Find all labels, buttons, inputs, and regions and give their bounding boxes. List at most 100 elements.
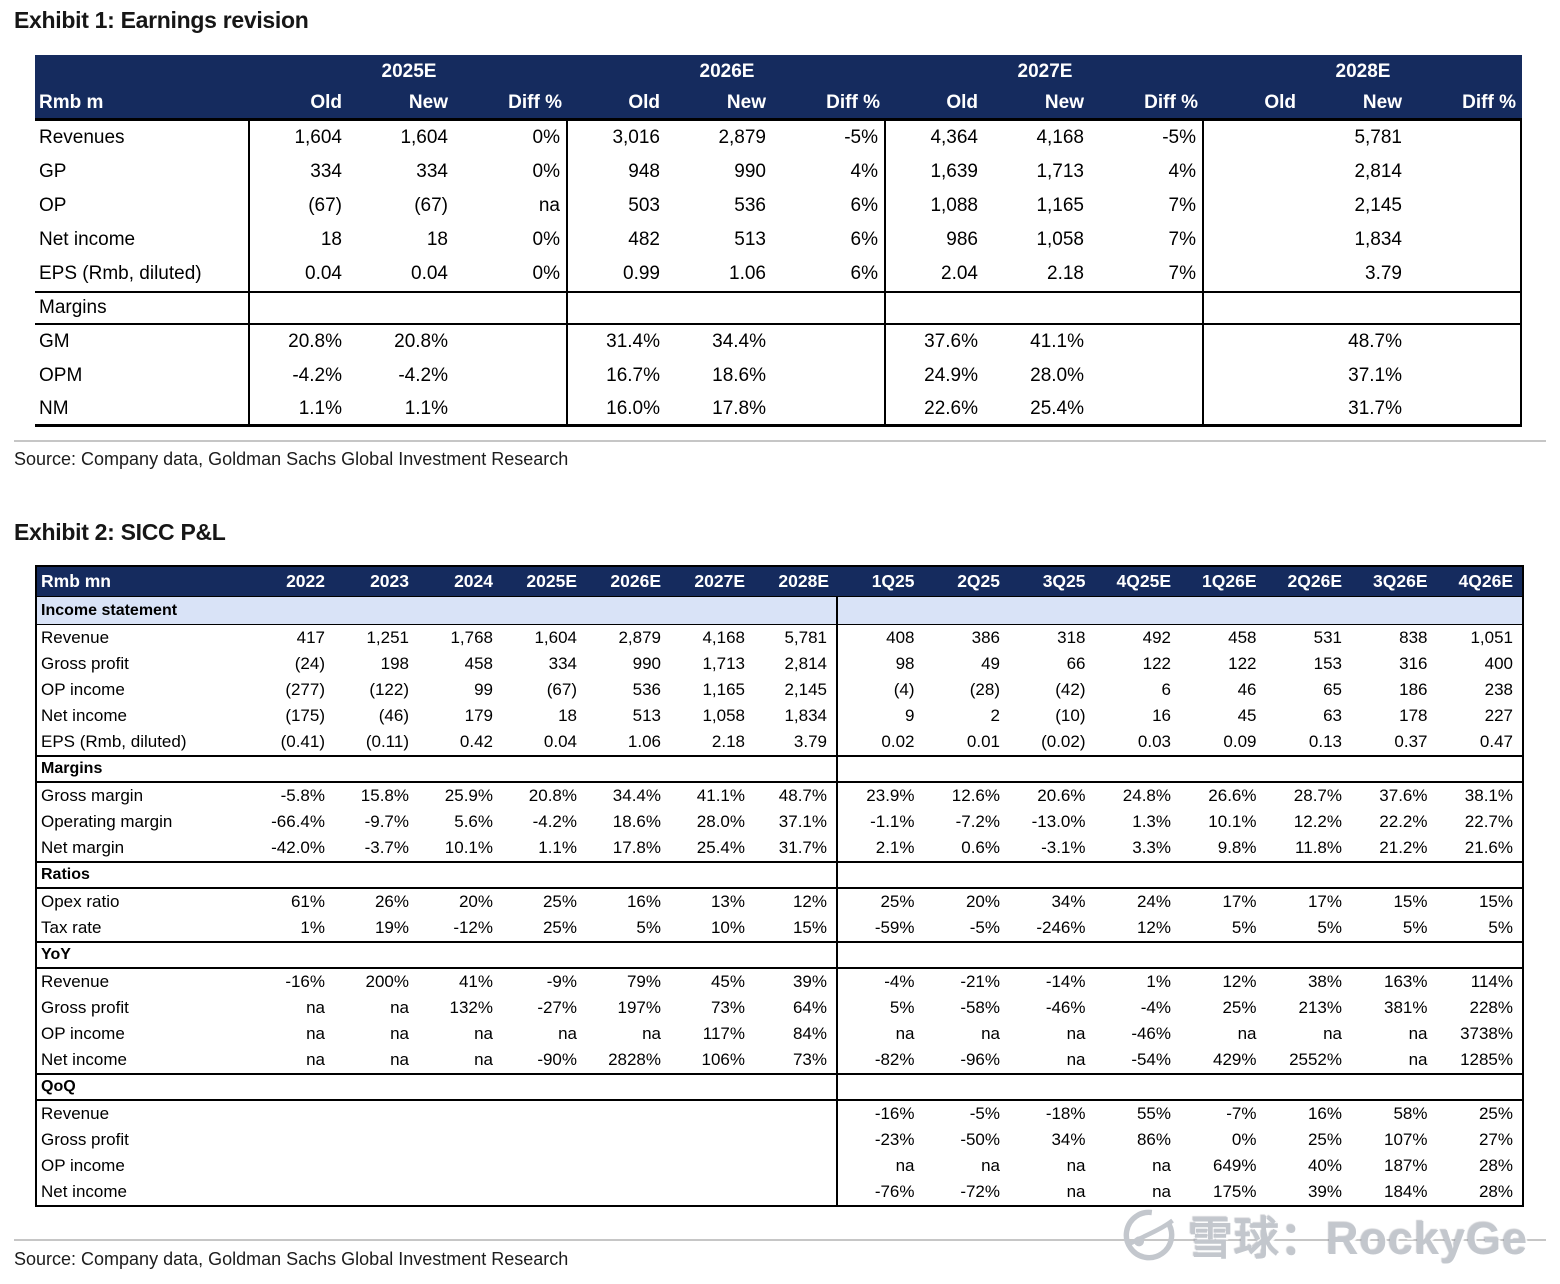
data-cell: 0% — [462, 155, 568, 189]
section-label: Ratios — [41, 866, 90, 883]
column-header: New — [1362, 92, 1402, 113]
data-cell: 5% — [1317, 918, 1342, 937]
data-cell: 1% — [1146, 972, 1171, 991]
table-row: NM 1.1% 1.1% 16.0% 17.8% 22.6% 25.4% 31.7% — [35, 393, 1522, 427]
data-cell: -5% — [969, 1104, 1000, 1123]
data-cell — [1437, 597, 1523, 624]
data-cell — [418, 863, 502, 887]
watermark-text: 雪球：RockyGe — [1188, 1213, 1529, 1264]
data-cell — [1204, 189, 1310, 223]
row-label: OPM — [35, 359, 250, 393]
table-row: Net income na na na -90% 2828% 106% 73% -82% -96%… — [37, 1047, 1522, 1073]
data-cell: 16% — [1307, 1104, 1342, 1123]
data-cell: 649% — [1213, 1156, 1257, 1175]
data-cell: 1.1% — [404, 397, 448, 419]
data-cell — [754, 1127, 838, 1153]
column-header: 3Q25 — [1042, 571, 1086, 591]
data-cell: 38% — [1307, 972, 1342, 991]
data-cell — [1416, 359, 1522, 393]
data-cell: 64% — [754, 995, 838, 1021]
data-cell: 10.1% — [1208, 812, 1257, 831]
data-cell — [1437, 1075, 1523, 1099]
data-cell: 334 — [416, 161, 448, 182]
data-cell — [334, 1179, 418, 1205]
data-cell: na — [1066, 1156, 1086, 1175]
data-cell: 153 — [1313, 654, 1342, 673]
exhibit1-title: Exhibit 1: Earnings revision — [14, 7, 309, 33]
data-cell: -46% — [1131, 1024, 1171, 1043]
data-cell: na — [474, 1024, 493, 1043]
data-cell: 25% — [1307, 1130, 1342, 1149]
data-cell: 213% — [1298, 998, 1342, 1017]
data-cell — [250, 1153, 334, 1179]
data-cell — [670, 1101, 754, 1127]
row-label: OP income — [41, 680, 125, 699]
data-cell: 0.99 — [623, 263, 660, 284]
data-cell: 948 — [628, 161, 660, 182]
data-cell: 19% — [374, 918, 409, 937]
data-cell: 25% — [542, 918, 577, 937]
data-cell: 1,604 — [534, 628, 577, 647]
data-cell — [1416, 189, 1522, 223]
data-cell — [670, 863, 754, 887]
data-cell: 0% — [462, 121, 568, 155]
data-cell — [754, 757, 838, 781]
data-cell: 400 — [1484, 654, 1513, 673]
data-cell: na — [1323, 1024, 1342, 1043]
data-cell — [462, 359, 568, 393]
data-cell: (10) — [1055, 706, 1086, 725]
data-cell — [1266, 863, 1352, 887]
column-header: 2Q25 — [957, 571, 1000, 591]
data-cell — [502, 943, 586, 967]
data-cell: 238 — [1484, 680, 1513, 699]
table-row: GM 20.8% 20.8% 31.4% 34.4% 37.6% 41.1% 48.7% — [35, 325, 1522, 359]
data-cell — [1416, 325, 1522, 359]
data-cell: -90% — [537, 1050, 577, 1069]
data-cell: 20% — [458, 892, 493, 911]
data-cell: 0.42 — [459, 732, 493, 751]
table2-header-row: Rmb mn 2022 2023 2024 2025E 2026E 2027E 2028E 1Q… — [37, 567, 1522, 597]
data-cell — [568, 293, 674, 323]
column-header: 2028E — [778, 571, 829, 591]
data-cell: 3,016 — [612, 127, 660, 148]
data-cell: 66 — [1066, 654, 1086, 673]
data-cell: 1,088 — [930, 195, 978, 216]
data-cell: -7.2% — [955, 812, 1000, 831]
data-cell — [754, 1179, 838, 1205]
row-label: Net income — [35, 223, 250, 257]
data-cell: 25.4% — [696, 838, 745, 857]
data-cell: 20.6% — [1037, 786, 1086, 805]
data-cell: 45 — [1237, 706, 1257, 725]
data-cell: -9.7% — [364, 812, 409, 831]
data-cell — [754, 943, 838, 967]
year-group-header: 2026E — [699, 60, 755, 82]
data-cell: 34% — [1051, 892, 1086, 911]
table1-sub-header-row: Rmb m Old New Diff % Old New Diff % Old New Diff … — [35, 88, 1522, 121]
data-cell: 0.02 — [881, 732, 915, 751]
column-header: Old — [310, 92, 342, 113]
column-header: 3Q26E — [1373, 571, 1428, 591]
data-cell — [1351, 943, 1437, 967]
data-cell: 12% — [1136, 918, 1171, 937]
column-header: 2026E — [610, 571, 661, 591]
data-cell: 163% — [1384, 972, 1428, 991]
data-cell: -46% — [1045, 998, 1086, 1017]
data-cell — [1416, 155, 1522, 189]
data-cell: 15% — [754, 915, 838, 941]
data-cell — [1351, 757, 1437, 781]
data-cell: 4,168 — [1036, 127, 1084, 148]
data-cell: 79% — [626, 972, 661, 991]
data-cell: 5% — [1402, 918, 1428, 937]
data-cell: 186 — [1399, 680, 1428, 699]
data-cell: 7% — [1098, 189, 1204, 223]
data-cell — [1009, 597, 1095, 624]
data-cell: 1% — [300, 918, 325, 937]
data-cell: 1,058 — [702, 706, 745, 725]
data-cell: 503 — [628, 195, 660, 216]
data-cell: 73% — [754, 1047, 838, 1073]
data-cell: (28) — [969, 680, 1000, 699]
data-cell — [250, 943, 334, 967]
data-cell: 99 — [474, 680, 493, 699]
data-cell: 16.7% — [606, 365, 660, 386]
data-cell — [1095, 757, 1181, 781]
